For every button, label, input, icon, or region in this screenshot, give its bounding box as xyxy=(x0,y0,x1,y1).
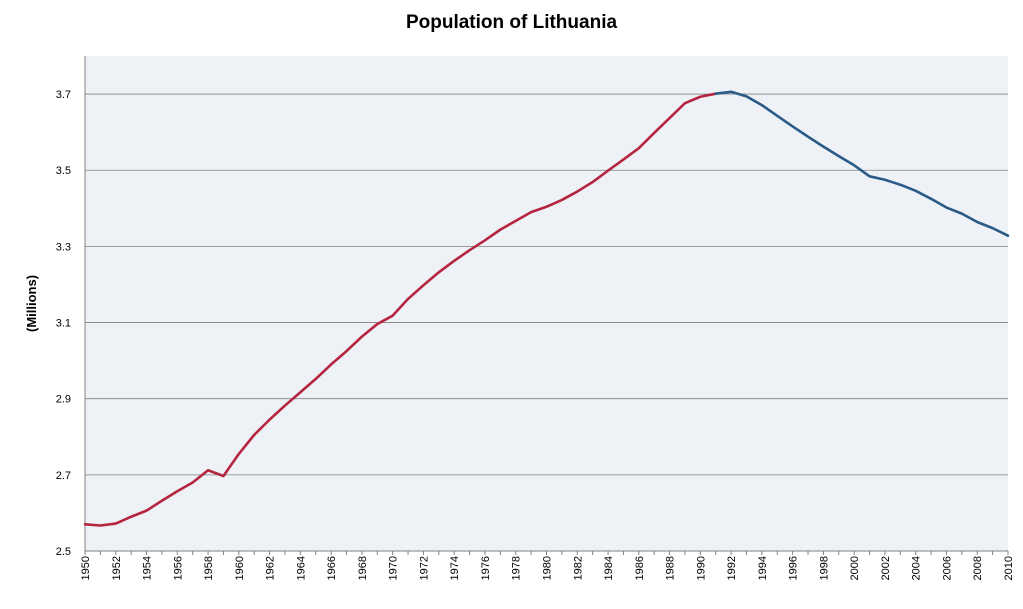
chart-title: Population of Lithuania xyxy=(405,12,618,33)
y-tick-label: 3.5 xyxy=(56,165,71,177)
x-tick-label: 1960 xyxy=(234,556,246,580)
x-tick-label: 1958 xyxy=(203,556,215,580)
y-tick-label: 2.5 xyxy=(56,546,71,558)
x-tick-label: 2008 xyxy=(972,556,984,580)
y-tick-label: 2.7 xyxy=(56,470,71,482)
y-tick-label: 3.7 xyxy=(56,89,71,101)
y-axis-label: (Millions) xyxy=(24,275,39,332)
x-tick-label: 2006 xyxy=(941,556,953,580)
x-tick-label: 1970 xyxy=(388,556,400,580)
y-tick-label: 2.9 xyxy=(56,394,71,406)
x-tick-label: 1980 xyxy=(542,556,554,580)
x-tick-label: 1984 xyxy=(603,556,615,580)
x-tick-label: 1978 xyxy=(511,556,523,580)
x-tick-label: 1990 xyxy=(695,556,707,580)
x-tick-label: 1998 xyxy=(818,556,830,580)
x-tick-label: 1994 xyxy=(757,556,769,580)
x-tick-label: 1974 xyxy=(449,556,461,580)
x-tick-label: 2010 xyxy=(1003,556,1015,580)
grid-lines xyxy=(85,93,1008,476)
x-tick-label: 1988 xyxy=(665,556,677,580)
series-group xyxy=(83,90,1010,527)
y-axis: 2.5 2.7 2.9 3.1 3.3 3.5 3.7 xyxy=(56,56,86,558)
x-tick-label: 1976 xyxy=(480,556,492,580)
x-tick-label: 1964 xyxy=(295,556,307,580)
x-tick-label: 1952 xyxy=(111,556,123,580)
x-tick-label: 2004 xyxy=(911,556,923,580)
y-tick-label: 3.1 xyxy=(56,318,71,330)
x-tick-label: 1966 xyxy=(326,556,338,580)
x-tick-label: 1982 xyxy=(572,556,584,580)
x-tick-label: 1992 xyxy=(726,556,738,580)
x-tick-label: 2000 xyxy=(849,556,861,580)
plot-area xyxy=(85,56,1008,551)
x-tick-label: 1950 xyxy=(80,556,92,580)
x-axis: 1950 1952 1954 1956 1958 1960 1962 1964 1966 1968… xyxy=(80,550,1015,580)
x-tick-label: 1972 xyxy=(418,556,430,580)
x-tick-label: 1996 xyxy=(788,556,800,580)
series-line-1 xyxy=(83,92,718,527)
x-tick-label: 1962 xyxy=(265,556,277,580)
x-tick-label: 1956 xyxy=(172,556,184,580)
y-tick-label: 3.3 xyxy=(56,241,71,253)
series-line-2 xyxy=(714,90,1010,238)
x-tick-label: 1986 xyxy=(634,556,646,580)
x-tick-label: 2002 xyxy=(880,556,892,580)
x-tick-label: 1954 xyxy=(142,556,154,580)
x-tick-label: 1968 xyxy=(357,556,369,580)
